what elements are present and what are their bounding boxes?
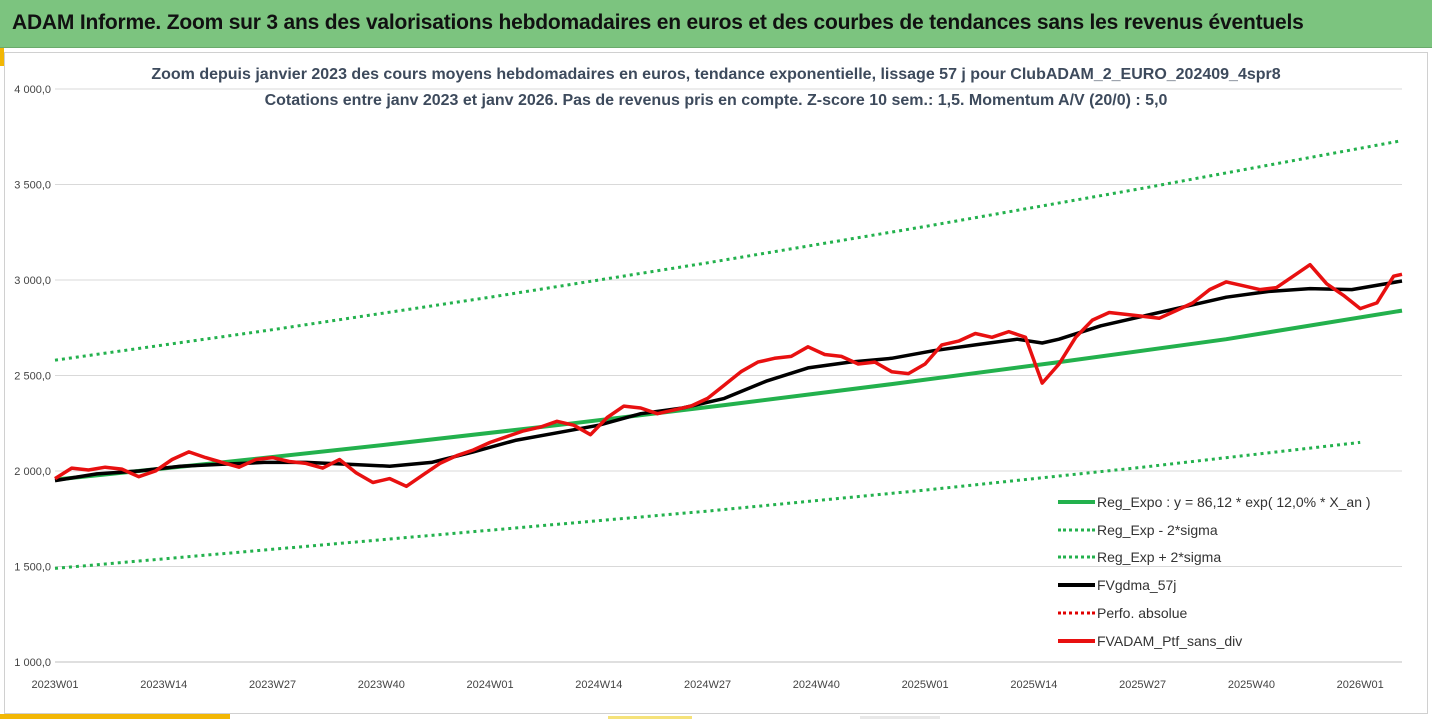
- y-tick-label: 1 000,0: [14, 657, 51, 669]
- x-tick-label: 2023W27: [249, 679, 296, 691]
- legend-swatch-portfolio: [1058, 638, 1095, 643]
- accent-bar-bottom: [0, 714, 230, 719]
- chart-subtitle: Cotations entre janv 2023 et janv 2026. …: [264, 92, 1168, 109]
- legend-swatch-trend: [1058, 499, 1095, 504]
- legend-label: Reg_Expo : y = 86,12 * exp( 12,0% * X_an…: [1097, 493, 1371, 510]
- series-line-trend: [54, 308, 1403, 482]
- y-tick-label: 4 000,0: [14, 84, 51, 96]
- legend-swatch-upper-band: [1058, 555, 1095, 559]
- series-line-sigma-band: [54, 440, 1361, 570]
- accent-bar-bottom-3: [860, 716, 940, 719]
- series-line-portfolio: [54, 262, 1403, 489]
- x-tick-label: 2023W01: [31, 679, 78, 691]
- x-tick-label: 2025W01: [902, 679, 949, 691]
- chart-title: Zoom depuis janvier 2023 des cours moyen…: [151, 66, 1281, 83]
- x-tick-label: 2024W27: [684, 679, 731, 691]
- chart-legend: Reg_Expo : y = 86,12 * exp( 12,0% * X_an…: [1050, 488, 1400, 655]
- x-tick-label: 2025W14: [1010, 679, 1057, 691]
- x-tick-label: 2025W40: [1228, 679, 1275, 691]
- accent-bar-bottom-2: [608, 716, 692, 719]
- y-tick-label: 3 000,0: [14, 275, 51, 287]
- legend-label: FVgdma_57j: [1097, 577, 1177, 594]
- x-tick-label: 2023W40: [358, 679, 405, 691]
- x-tick-label: 2026W01: [1337, 679, 1384, 691]
- legend-item-perf: Perfo. absolue: [1050, 599, 1400, 627]
- legend-item-upper-band: Reg_Exp + 2*sigma: [1050, 544, 1400, 572]
- series-line-average: [54, 279, 1403, 483]
- y-tick-label: 2 000,0: [14, 466, 51, 478]
- x-tick-label: 2024W01: [467, 679, 514, 691]
- y-tick-label: 3 500,0: [14, 180, 51, 192]
- report-title: ADAM Informe. Zoom sur 3 ans des valoris…: [12, 11, 1304, 34]
- legend-item-lower-band: Reg_Exp - 2*sigma: [1050, 516, 1400, 544]
- chart-frame: [4, 52, 1428, 714]
- legend-swatch-lower-band: [1058, 528, 1095, 532]
- legend-label: FVADAM_Ptf_sans_div: [1097, 632, 1243, 649]
- x-tick-label: 2024W14: [575, 679, 622, 691]
- legend-label: Reg_Exp + 2*sigma: [1097, 549, 1222, 566]
- legend-label: Reg_Exp - 2*sigma: [1097, 521, 1218, 538]
- x-tick-label: 2024W40: [793, 679, 840, 691]
- legend-item-average: FVgdma_57j: [1050, 571, 1400, 599]
- x-tick-label: 2025W27: [1119, 679, 1166, 691]
- legend-swatch-average: [1058, 583, 1095, 588]
- legend-label: Perfo. absolue: [1097, 605, 1188, 622]
- legend-swatch-perf: [1058, 611, 1095, 615]
- accent-bar-left: [0, 48, 4, 66]
- x-tick-label: 2023W14: [140, 679, 187, 691]
- series-line-sigma-band: [54, 139, 1403, 362]
- report-banner: ADAM Informe. Zoom sur 3 ans des valoris…: [0, 0, 1432, 48]
- legend-item-portfolio: FVADAM_Ptf_sans_div: [1050, 627, 1400, 655]
- y-tick-label: 1 500,0: [14, 562, 51, 574]
- legend-item-trend: Reg_Expo : y = 86,12 * exp( 12,0% * X_an…: [1050, 488, 1400, 516]
- y-tick-label: 2 500,0: [14, 371, 51, 383]
